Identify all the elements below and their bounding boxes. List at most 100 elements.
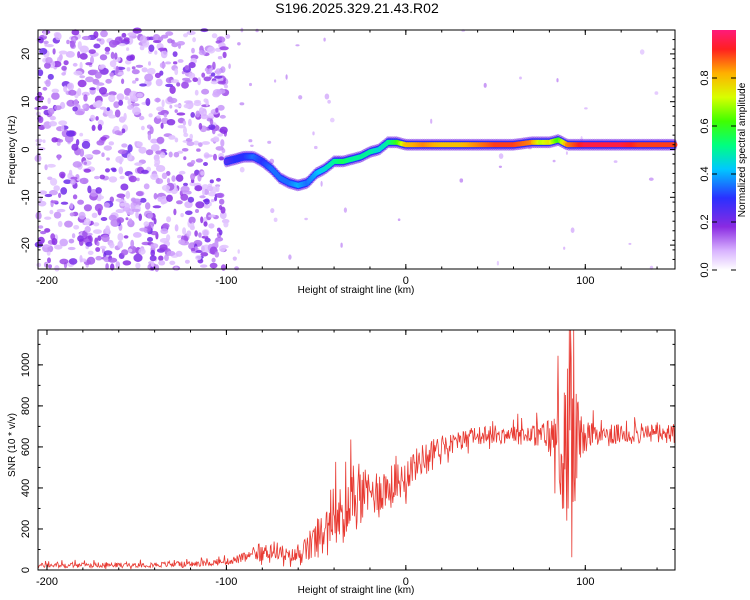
noise-blob xyxy=(174,104,182,108)
noise-blob xyxy=(43,29,48,37)
noise-blob xyxy=(183,156,187,161)
snr-frame xyxy=(37,329,676,571)
noise-blob xyxy=(165,61,172,65)
noise-blob xyxy=(61,72,66,76)
noise-blob xyxy=(117,72,125,76)
noise-blob xyxy=(173,208,177,216)
noise-blob xyxy=(159,244,168,251)
noise-blob xyxy=(89,87,96,91)
noise-blob xyxy=(99,174,106,180)
noise-blob xyxy=(211,257,216,263)
noise-blob xyxy=(138,248,146,255)
noise-blob xyxy=(116,217,125,224)
noise-blob xyxy=(77,51,81,59)
noise-blob xyxy=(117,240,123,249)
noise-blob xyxy=(298,95,303,100)
noise-blob xyxy=(200,114,209,120)
noise-blob xyxy=(183,182,188,187)
noise-blob xyxy=(155,178,164,185)
noise-blob xyxy=(132,232,142,238)
noise-blob xyxy=(203,188,209,195)
noise-blob xyxy=(613,160,618,163)
noise-blob xyxy=(90,56,94,65)
noise-blob xyxy=(149,255,157,262)
noise-blob xyxy=(79,45,89,54)
noise-blob xyxy=(136,141,143,147)
noise-blob xyxy=(95,187,102,194)
noise-blob xyxy=(129,90,138,99)
snr-x-tick-label: -200 xyxy=(36,576,58,588)
noise-blob xyxy=(136,177,140,182)
noise-blob xyxy=(42,244,51,248)
figure-title: S196.2025.329.21.43.R02 xyxy=(275,0,439,16)
noise-blob xyxy=(166,234,171,242)
noise-blob xyxy=(182,120,187,126)
colorbar-tick-label: 0.8 xyxy=(699,70,711,85)
noise-blob xyxy=(314,145,318,150)
noise-blob xyxy=(93,43,101,49)
noise-blob xyxy=(105,225,110,234)
noise-blob xyxy=(234,266,240,271)
noise-blob xyxy=(67,246,76,251)
spec-x-tick-label: 0 xyxy=(403,275,409,287)
noise-blob xyxy=(201,72,206,78)
noise-blob xyxy=(91,212,98,218)
noise-blob xyxy=(44,193,53,198)
noise-blob xyxy=(81,140,91,149)
noise-blob xyxy=(219,198,225,205)
noise-blob xyxy=(194,230,198,237)
noise-blob xyxy=(288,254,292,260)
noise-blob xyxy=(207,185,214,192)
noise-blob xyxy=(108,91,117,96)
noise-blob xyxy=(118,99,124,106)
noise-blob xyxy=(71,233,76,239)
noise-blob xyxy=(223,221,229,228)
noise-blob xyxy=(168,151,173,158)
noise-blob xyxy=(127,32,137,37)
noise-blob xyxy=(132,80,137,84)
noise-blob xyxy=(99,54,108,61)
noise-blob xyxy=(270,208,275,214)
noise-blob xyxy=(134,162,143,166)
noise-blob xyxy=(99,106,107,110)
noise-blob xyxy=(498,165,502,168)
noise-blob xyxy=(430,118,433,124)
noise-blob xyxy=(169,85,176,94)
noise-blob xyxy=(114,130,122,136)
noise-blob xyxy=(121,78,125,85)
noise-blob xyxy=(209,262,218,269)
noise-blob xyxy=(59,258,69,265)
noise-blob xyxy=(163,113,168,118)
noise-blob xyxy=(195,250,204,253)
noise-blob xyxy=(176,112,186,116)
noise-blob xyxy=(159,152,166,159)
noise-blob xyxy=(232,256,237,261)
noise-blob xyxy=(250,144,254,147)
noise-blob xyxy=(84,154,94,158)
colorbar-tick-label: 0.2 xyxy=(699,214,711,229)
noise-blob xyxy=(87,185,92,194)
noise-blob xyxy=(150,261,155,268)
noise-blob xyxy=(161,99,165,108)
noise-blob xyxy=(217,227,221,232)
noise-blob xyxy=(180,213,184,218)
noise-blob xyxy=(86,256,96,265)
noise-blob xyxy=(125,217,129,221)
noise-blob xyxy=(177,125,186,129)
noise-blob xyxy=(64,220,73,228)
noise-blob xyxy=(133,253,143,262)
noise-blob xyxy=(185,210,193,216)
noise-blob xyxy=(84,226,91,233)
noise-blob xyxy=(191,247,196,252)
noise-blob xyxy=(120,183,129,191)
noise-blob xyxy=(214,251,220,258)
noise-blob xyxy=(118,43,126,47)
noise-blob xyxy=(101,234,110,243)
noise-blob xyxy=(83,161,88,165)
noise-blob xyxy=(170,79,180,84)
colorbar-label: Normalized spectral amplitude xyxy=(737,82,748,217)
noise-blob xyxy=(49,115,57,121)
noise-blob xyxy=(103,145,113,151)
noise-blob xyxy=(65,51,75,58)
noise-blob xyxy=(187,196,195,203)
